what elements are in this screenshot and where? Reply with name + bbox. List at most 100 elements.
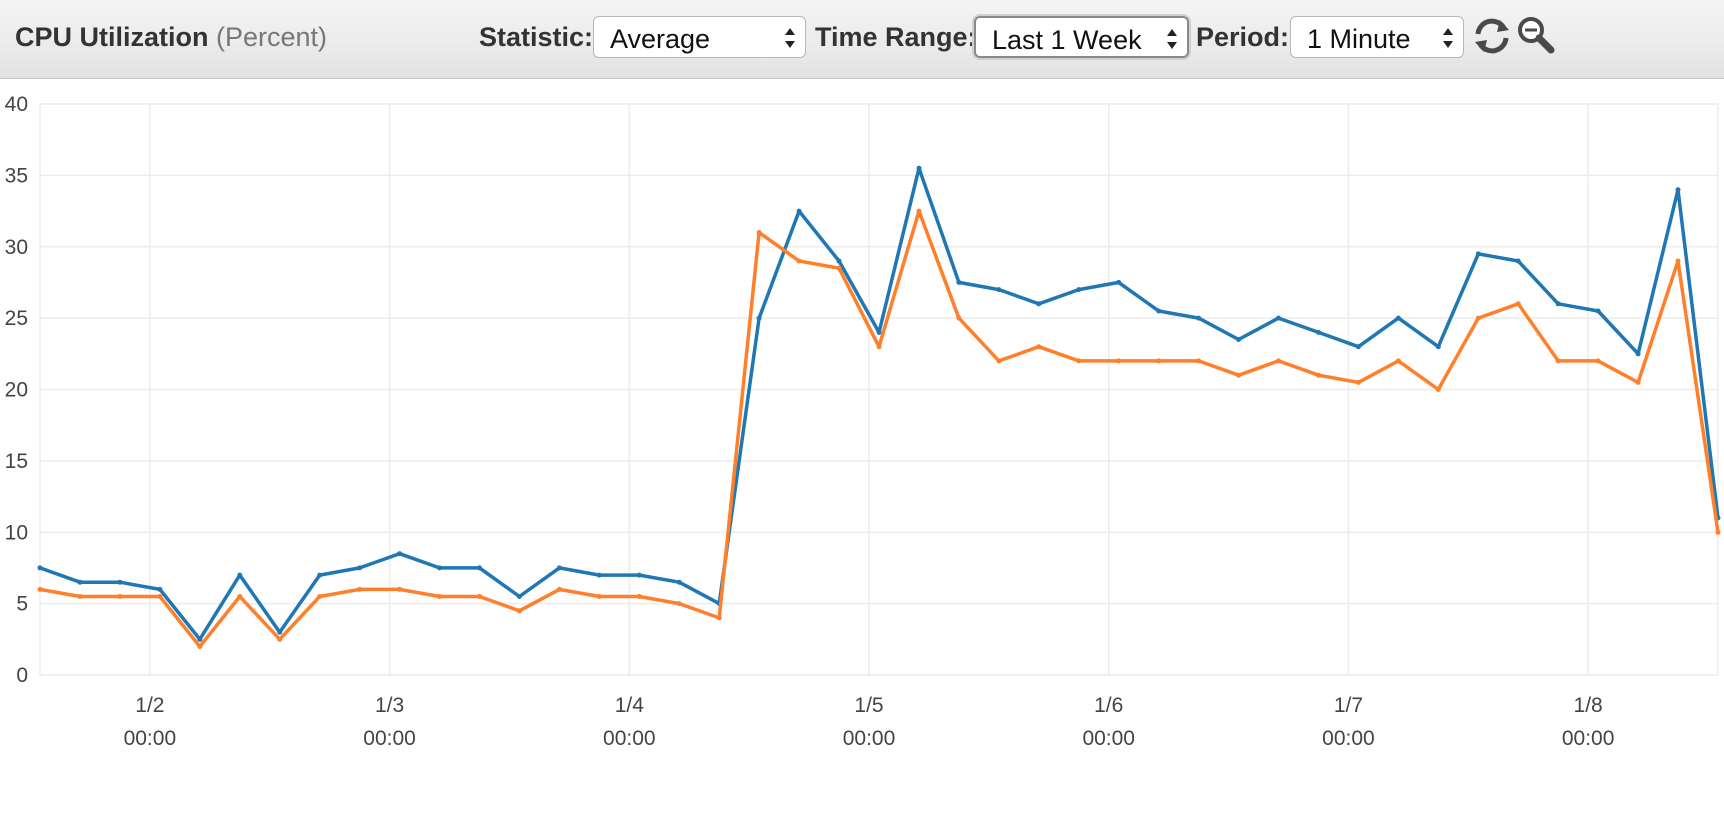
select-arrows-icon xyxy=(1443,28,1453,48)
data-point xyxy=(1236,337,1242,342)
y-tick-label: 20 xyxy=(5,379,28,402)
data-point xyxy=(1475,251,1481,257)
data-point xyxy=(516,594,522,599)
data-point xyxy=(197,636,203,642)
x-axis: 1/2 00:00 1/3 00:00 1/4 00:00 1/5 00:00 1/6 00:00… xyxy=(124,694,1615,750)
data-point xyxy=(596,572,602,578)
data-point xyxy=(636,594,642,599)
x-tick-time: 00:00 xyxy=(843,727,896,750)
data-point xyxy=(237,572,243,578)
x-tick-date: 1/3 xyxy=(375,694,404,717)
data-point xyxy=(1635,379,1641,385)
data-point xyxy=(956,279,962,285)
x-tick-time: 00:00 xyxy=(1322,727,1375,750)
cpu-line-chart: 0 5 10 15 20 25 30 35 40 1/2 00:00 1/3 00:00 1/4 00:0… xyxy=(5,93,1721,750)
period-value: 1 Minute xyxy=(1307,24,1411,54)
data-point xyxy=(1435,344,1441,350)
y-tick-label: 40 xyxy=(5,93,28,116)
data-point xyxy=(756,315,762,321)
data-point xyxy=(357,565,363,571)
y-tick-label: 30 xyxy=(5,236,28,259)
data-point xyxy=(1515,258,1521,264)
data-point xyxy=(37,565,43,571)
y-tick-label: 10 xyxy=(5,521,28,544)
data-point xyxy=(1395,315,1401,321)
x-tick-date: 1/2 xyxy=(135,694,164,717)
zoom-icon[interactable] xyxy=(1514,14,1558,58)
x-tick-time: 00:00 xyxy=(1082,727,1135,750)
x-tick-time: 00:00 xyxy=(363,727,416,750)
x-tick-date: 1/5 xyxy=(854,694,883,717)
data-point xyxy=(596,594,602,599)
data-point xyxy=(676,579,682,585)
data-point xyxy=(1595,308,1601,314)
data-point xyxy=(796,258,802,264)
data-point xyxy=(157,586,163,592)
y-tick-label: 35 xyxy=(5,164,28,187)
data-point xyxy=(197,644,203,649)
period-select[interactable]: 1 Minute xyxy=(1290,16,1464,58)
data-point xyxy=(996,358,1002,364)
data-point xyxy=(1355,344,1361,350)
data-point xyxy=(77,579,83,585)
time-range-select[interactable]: Last 1 Week xyxy=(974,16,1189,58)
x-tick-time: 00:00 xyxy=(1562,727,1615,750)
x-tick-date: 1/6 xyxy=(1094,694,1123,717)
y-tick-label: 5 xyxy=(16,593,28,616)
data-point xyxy=(956,315,962,321)
data-point xyxy=(556,565,562,571)
grid xyxy=(39,103,1719,676)
data-point xyxy=(277,629,283,635)
data-point xyxy=(756,230,762,235)
data-point xyxy=(1595,358,1601,364)
y-axis: 0 5 10 15 20 25 30 35 40 xyxy=(5,93,28,687)
data-point xyxy=(37,586,43,592)
data-point xyxy=(477,594,482,599)
time-range-label: Time Range: xyxy=(815,22,977,52)
data-point xyxy=(1395,358,1401,364)
statistic-label: Statistic: xyxy=(479,22,594,52)
y-tick-label: 15 xyxy=(5,450,28,473)
data-point xyxy=(77,594,83,599)
data-point xyxy=(716,615,722,621)
select-arrows-icon xyxy=(785,28,795,48)
data-point xyxy=(277,636,283,642)
refresh-icon[interactable] xyxy=(1470,14,1514,58)
data-point xyxy=(477,565,482,571)
data-point xyxy=(117,579,123,585)
data-point xyxy=(916,208,922,214)
data-point xyxy=(1515,301,1521,307)
x-tick-date: 1/8 xyxy=(1574,694,1603,717)
data-point xyxy=(437,594,442,599)
data-point xyxy=(1435,387,1441,392)
x-tick-time: 00:00 xyxy=(603,727,656,750)
data-point xyxy=(397,586,403,592)
data-point xyxy=(1196,358,1202,364)
data-point xyxy=(1156,308,1162,314)
data-point xyxy=(1036,344,1042,350)
data-point xyxy=(516,608,522,614)
data-point xyxy=(1555,358,1561,364)
y-tick-label: 0 xyxy=(16,664,28,687)
data-point xyxy=(1196,315,1202,321)
data-point xyxy=(317,594,323,599)
data-point xyxy=(1276,315,1281,321)
data-point xyxy=(1236,372,1242,378)
data-point xyxy=(636,572,642,578)
data-point xyxy=(556,586,562,592)
x-tick-time: 00:00 xyxy=(124,727,177,750)
data-point xyxy=(1036,301,1042,307)
data-point xyxy=(357,586,363,592)
series-lines xyxy=(37,165,1721,649)
data-point xyxy=(237,594,243,599)
statistic-select[interactable]: Average xyxy=(593,16,806,58)
metric-unit: (Percent) xyxy=(216,22,328,52)
data-point xyxy=(1675,187,1681,193)
y-tick-label: 25 xyxy=(5,307,28,330)
data-point xyxy=(437,565,442,571)
data-point xyxy=(117,594,123,599)
data-point xyxy=(317,572,323,578)
data-point xyxy=(1355,379,1361,385)
data-point xyxy=(996,287,1002,293)
data-point xyxy=(397,551,403,557)
